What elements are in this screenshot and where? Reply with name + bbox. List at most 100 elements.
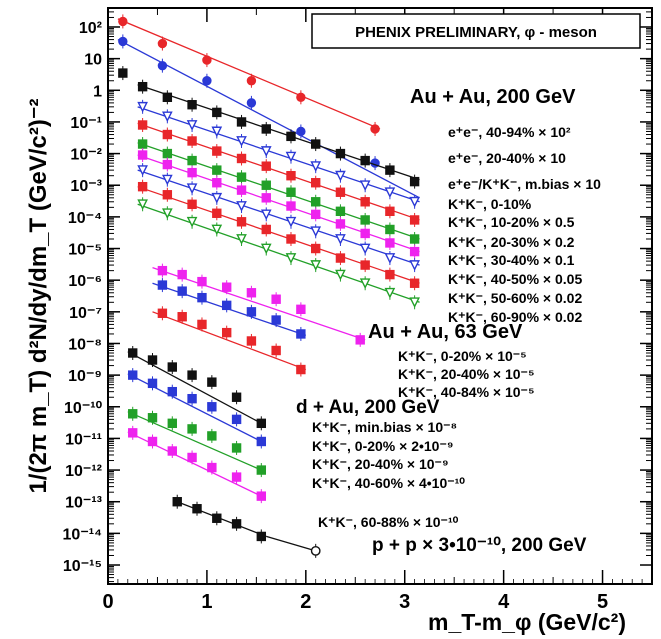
data-point xyxy=(359,180,371,191)
data-point xyxy=(246,336,257,346)
data-point xyxy=(311,178,321,188)
data-point xyxy=(256,418,267,429)
data-point xyxy=(177,269,187,280)
data-point xyxy=(311,139,321,149)
data-point xyxy=(311,243,321,254)
data-point xyxy=(167,418,177,429)
data-point xyxy=(157,280,168,290)
data-point xyxy=(256,531,267,542)
series-label: K⁺K⁻, 40-84% × 10⁻⁵ xyxy=(398,384,535,400)
data-point xyxy=(359,278,371,290)
data-point xyxy=(212,208,222,218)
data-point xyxy=(256,491,267,501)
data-point xyxy=(212,513,222,523)
fit-line xyxy=(137,203,420,303)
data-point xyxy=(231,519,242,529)
data-point xyxy=(118,68,128,78)
data-point xyxy=(147,378,158,389)
plot-frame xyxy=(107,7,653,585)
y-tick-label: 10⁻² xyxy=(70,147,102,164)
data-point xyxy=(236,185,247,195)
data-point xyxy=(207,377,217,387)
data-point xyxy=(261,180,271,190)
y-tick-label: 10⁻⁴ xyxy=(68,210,102,227)
data-point xyxy=(118,36,128,47)
y-tick-label: 10⁻¹¹ xyxy=(65,431,102,448)
data-point xyxy=(147,436,158,447)
data-point xyxy=(207,462,217,473)
fit-line xyxy=(137,122,420,221)
data-point xyxy=(409,176,420,187)
data-point xyxy=(310,226,322,238)
series-label: K⁺K⁻, 60-90% × 0.02 xyxy=(448,309,582,325)
chart-title: PHENIX PRELIMINARY, φ - meson xyxy=(355,24,597,41)
data-point xyxy=(335,234,346,245)
data-point xyxy=(187,393,197,404)
data-point xyxy=(162,174,173,186)
fit-line xyxy=(137,186,420,284)
x-tick-label: 4 xyxy=(498,591,510,613)
y-tick-label: 10⁻¹⁰ xyxy=(64,400,103,417)
data-point xyxy=(186,120,198,131)
data-point xyxy=(236,234,247,245)
data-point xyxy=(187,452,197,463)
y-axis-title: 1/(2π m_T) d²N/dy/dm_T (GeV/c²)⁻² xyxy=(25,98,52,493)
y-tick-label: 10⁻¹³ xyxy=(65,495,102,512)
series-label: K⁺K⁻, 60-88% × 10⁻¹⁰ xyxy=(318,514,459,530)
data-point xyxy=(310,161,322,172)
series-label: K⁺K⁻, 50-60% × 0.02 xyxy=(448,290,582,306)
data-point xyxy=(409,234,420,244)
series-label: K⁺K⁻, 20-40% × 10⁻⁵ xyxy=(398,366,535,382)
data-point xyxy=(261,124,271,134)
data-point xyxy=(212,146,222,156)
series-label: K⁺K⁻, 10-20% × 0.5 xyxy=(448,214,575,230)
data-point xyxy=(286,171,296,181)
data-point xyxy=(197,319,207,330)
y-tick-label: 10⁻⁸ xyxy=(68,336,102,353)
data-point xyxy=(221,327,232,338)
data-point xyxy=(147,413,158,423)
data-point xyxy=(177,286,187,296)
data-point xyxy=(384,187,396,199)
series-label: e⁺e⁻, 20-40% × 10 xyxy=(448,150,566,166)
data-point xyxy=(385,165,395,175)
data-point xyxy=(335,148,346,159)
x-tick-label: 5 xyxy=(597,591,608,613)
data-point xyxy=(137,101,148,113)
data-point xyxy=(211,192,223,204)
fit-line xyxy=(137,84,420,181)
data-point xyxy=(370,124,380,134)
data-point xyxy=(335,206,346,217)
fit-line xyxy=(152,311,307,371)
y-tick-label: 10⁻⁵ xyxy=(68,242,102,259)
data-point xyxy=(137,199,148,211)
data-point xyxy=(285,151,297,163)
data-point xyxy=(360,215,370,225)
data-point xyxy=(271,315,281,325)
x-tick-label: 2 xyxy=(300,591,311,613)
data-point xyxy=(310,545,321,556)
data-point xyxy=(162,208,173,220)
data-point xyxy=(409,297,420,309)
data-point xyxy=(157,60,168,71)
data-point xyxy=(296,304,306,315)
data-point xyxy=(157,38,168,49)
data-point xyxy=(187,100,197,110)
data-point xyxy=(409,215,420,225)
data-point xyxy=(409,246,420,257)
data-point xyxy=(167,362,177,372)
data-point xyxy=(128,409,138,419)
series-label: e⁺e⁻, 40-94% × 10² xyxy=(448,124,571,140)
fit-line xyxy=(177,501,267,538)
data-point xyxy=(118,16,128,27)
fit-line xyxy=(266,535,316,552)
fit-line xyxy=(152,266,366,341)
data-point xyxy=(137,139,148,149)
data-point xyxy=(335,170,346,182)
data-point xyxy=(172,497,182,507)
data-point xyxy=(231,414,242,425)
data-point xyxy=(207,402,217,412)
x-tick-label: 3 xyxy=(399,591,410,613)
series-label: K⁺K⁻, 40-60% × 4•10⁻¹⁰ xyxy=(312,475,465,491)
